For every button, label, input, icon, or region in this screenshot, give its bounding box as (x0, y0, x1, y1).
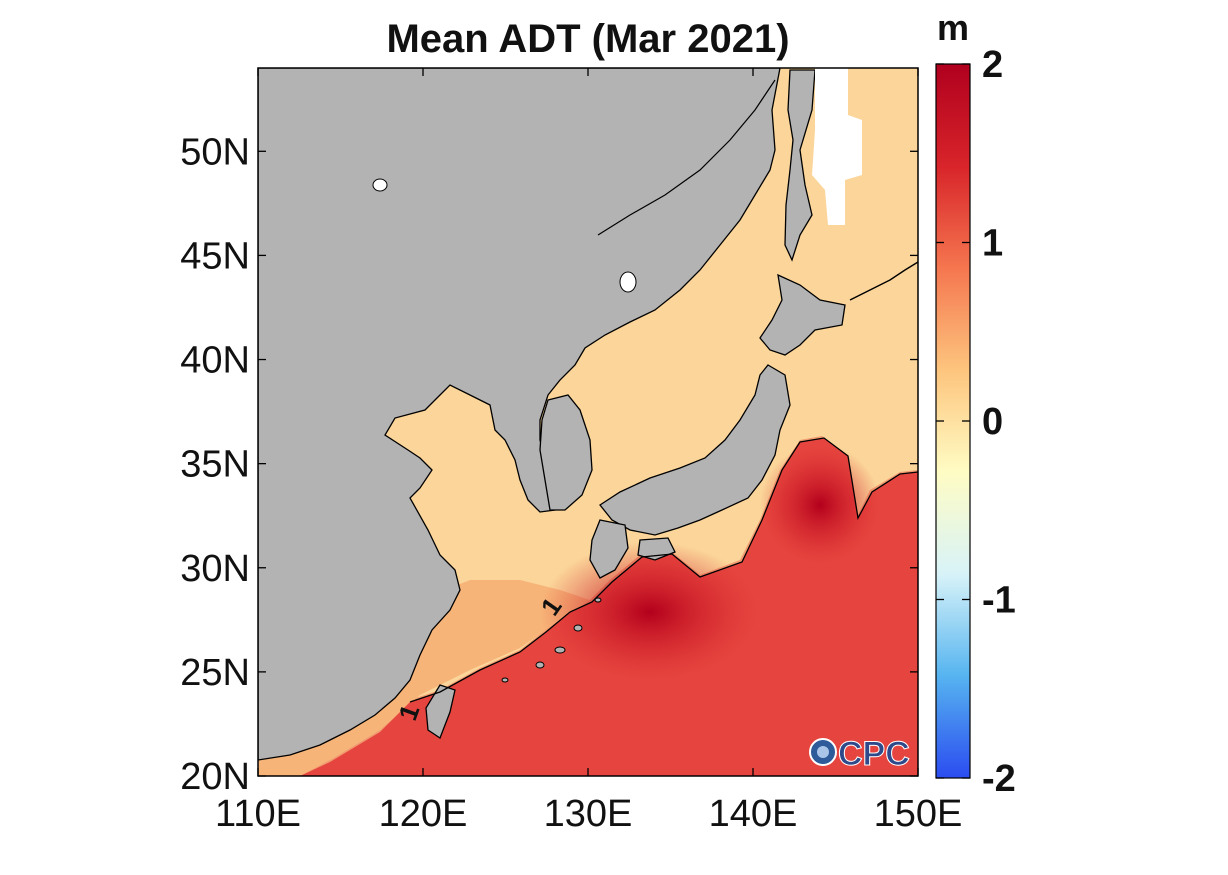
y-tick-label: 40N (180, 340, 250, 382)
land-asia (258, 68, 781, 761)
amur-river (597, 79, 776, 236)
colorbar-ticks: 2 1 0 -1 -2 (936, 44, 1016, 800)
colorbar-tick-label: 1 (982, 223, 1003, 265)
ocpc-logo: CPC (809, 735, 910, 774)
globe-icon-inner (817, 746, 829, 758)
contour-1m (409, 437, 918, 703)
land-ryukyu-islands (501, 597, 602, 683)
kuril-islands (849, 261, 918, 301)
sea-core-hotspot (540, 542, 760, 682)
sea-core-hotspot-east (760, 445, 880, 565)
colorbar-unit: m (937, 7, 969, 48)
y-tick-label: 30N (180, 548, 250, 590)
colorbar-tick-label: -1 (982, 580, 1016, 622)
land-sakhalin (784, 69, 816, 262)
inland-lake-small (372, 178, 388, 192)
land-korea (539, 394, 593, 511)
inland-lake (619, 271, 637, 293)
no-data-okhotsk (812, 68, 862, 225)
x-tick-label: 150E (874, 793, 963, 835)
x-tick-label: 110E (215, 793, 301, 835)
y-tick-label: 20N (180, 756, 250, 798)
land-honshu (599, 364, 791, 536)
x-axis: 110E 120E 130E 140E 150E (215, 68, 962, 835)
y-axis: 20N 25N 30N 35N 40N 45N 50N (180, 131, 918, 798)
land-kyushu (589, 519, 629, 579)
colorbar-tick-label: 2 (982, 44, 1003, 86)
colorbar-tick-label: -2 (982, 758, 1016, 800)
map-panel (258, 68, 918, 776)
y-tick-label: 50N (180, 131, 250, 173)
x-tick-label: 140E (709, 793, 798, 835)
colorbar-tick-label: 0 (982, 401, 1003, 443)
y-tick-label: 25N (180, 652, 250, 694)
land-taiwan (425, 684, 456, 739)
x-tick-label: 120E (379, 793, 468, 835)
y-tick-label: 35N (180, 444, 250, 486)
y-tick-label: 45N (180, 235, 250, 277)
map-title: Mean ADT (Mar 2021) (386, 17, 789, 61)
logo-text: CPC (838, 735, 910, 773)
x-tick-label: 130E (544, 793, 633, 835)
land-hokkaido (759, 273, 846, 356)
